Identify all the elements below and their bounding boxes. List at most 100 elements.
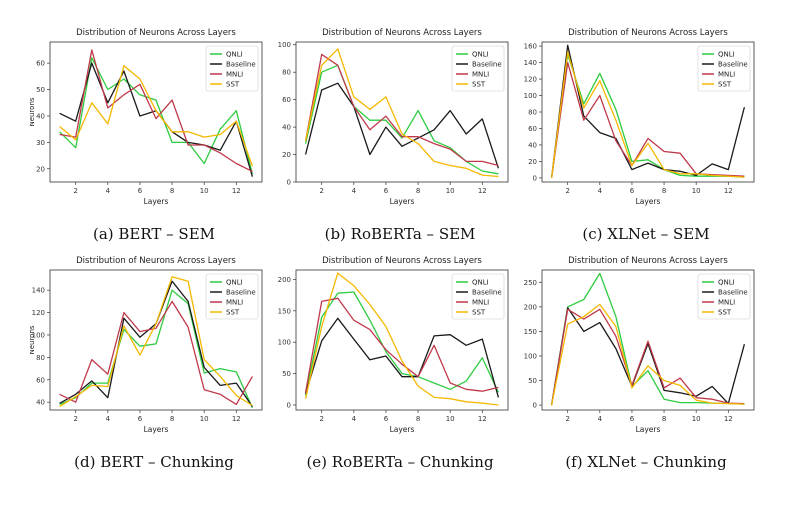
series-line-qnli [59, 289, 253, 409]
y-tick-label: 250 [524, 279, 537, 287]
x-tick-label: 12 [478, 415, 487, 423]
y-tick-label: 150 [278, 307, 291, 315]
y-tick-label: 50 [36, 86, 45, 94]
series-line-sst [59, 65, 254, 167]
y-tick-label: 200 [524, 303, 537, 311]
legend-label: MNLI [718, 71, 735, 79]
y-tick-label: 20 [528, 158, 537, 166]
y-tick-label: 0 [287, 179, 291, 187]
legend-label: Baseline [472, 289, 502, 297]
chart-title: Distribution of Neurons Across Layers [568, 28, 728, 38]
legend-label: QNLI [226, 279, 243, 287]
y-tick-label: 100 [524, 352, 537, 360]
y-tick-label: 100 [524, 92, 537, 100]
x-tick-label: 6 [630, 415, 635, 423]
legend-label: Baseline [718, 61, 748, 69]
x-tick-label: 8 [170, 187, 174, 195]
panel-xlnet-sem: Distribution of Neurons Across Layers 2 4 6… [522, 20, 770, 260]
plot-frame [49, 269, 263, 411]
x-tick-label: 6 [138, 187, 143, 195]
y-tick-label: 80 [282, 69, 291, 77]
x-tick-label: 12 [724, 415, 733, 423]
y-tick-label: 150 [524, 328, 537, 336]
x-tick-label: 12 [724, 187, 733, 195]
x-tick-label: 2 [565, 415, 569, 423]
y-tick-label: 140 [524, 59, 537, 67]
series-line-mnli [304, 297, 499, 393]
legend-label: MNLI [226, 299, 243, 307]
legend-box [205, 45, 259, 92]
legend-label: SST [718, 309, 732, 317]
x-tick-label: 10 [692, 187, 701, 195]
plot-frame [541, 269, 755, 411]
x-tick-label: 12 [478, 187, 487, 195]
legend-label: Baseline [472, 61, 502, 69]
legend-label: QNLI [472, 51, 489, 59]
panel-roberta-sem: Distribution of Neurons Across Layers 2 4 6… [276, 20, 524, 260]
legend-label: MNLI [226, 71, 243, 79]
series-line-mnli [59, 49, 253, 172]
legend-label: Baseline [226, 289, 256, 297]
chart-roberta-sem: Distribution of Neurons Across Layers 2 4 6… [278, 28, 509, 206]
x-tick-label: 6 [384, 187, 389, 195]
legend-box [451, 45, 505, 92]
y-tick-label: 120 [524, 76, 537, 84]
chart-title: Distribution of Neurons Across Layers [322, 28, 482, 38]
panel-bert-chunking: Distribution of Neurons Across Layers 2 4 6… [30, 248, 278, 488]
series-line-sst [304, 272, 499, 406]
y-tick-label: 60 [36, 60, 45, 68]
y-tick-label: 30 [36, 139, 45, 147]
legend-box [697, 45, 751, 92]
legend-label: QNLI [472, 279, 489, 287]
y-tick-label: 60 [36, 376, 45, 384]
legend-label: QNLI [718, 51, 735, 59]
chart-bert-chunking: Distribution of Neurons Across Layers 2 4 6… [30, 256, 263, 434]
panel-bert-sem: Distribution of Neurons Across Layers 2 4 6… [30, 20, 278, 260]
x-tick-label: 2 [319, 415, 323, 423]
y-tick-label: 40 [528, 141, 537, 149]
y-tick-label: 0 [287, 401, 291, 409]
y-tick-label: 100 [278, 339, 291, 347]
x-tick-label: 12 [232, 187, 241, 195]
y-axis-label: Neurons [30, 325, 36, 354]
series-line-qnli [550, 53, 745, 178]
caption-xlnet-sem: (c) XLNet – SEM [582, 225, 710, 243]
series-line-baseline [550, 307, 746, 406]
legend-label: MNLI [472, 299, 489, 307]
legend-label: SST [226, 309, 240, 317]
x-tick-label: 8 [416, 187, 420, 195]
y-tick-label: 20 [36, 165, 45, 173]
x-axis-label: Layers [144, 425, 169, 434]
y-tick-label: 50 [282, 370, 291, 378]
legend-label: SST [472, 81, 486, 89]
x-tick-label: 4 [352, 187, 357, 195]
legend-box [451, 273, 505, 320]
chart-bert-sem: Distribution of Neurons Across Layers 2 4 6… [30, 28, 263, 206]
x-axis-label: Layers [636, 197, 661, 206]
chart-title: Distribution of Neurons Across Layers [76, 28, 236, 38]
caption-roberta-chunking: (e) RoBERTa – Chunking [306, 453, 494, 471]
y-tick-label: 0 [533, 402, 537, 410]
series-line-mnli [550, 308, 745, 406]
y-tick-label: 40 [282, 124, 291, 132]
caption-xlnet-chunking: (f) XLNet – Chunking [565, 453, 727, 471]
series-line-sst [304, 48, 499, 178]
x-axis-label: Layers [390, 425, 415, 434]
panel-roberta-chunking: Distribution of Neurons Across Layers 2 4 6… [276, 248, 524, 488]
x-tick-label: 10 [446, 187, 455, 195]
chart-xlnet-sem: Distribution of Neurons Across Layers 2 4 6… [524, 28, 755, 206]
series-line-mnli [59, 300, 253, 406]
series-line-qnli [59, 57, 254, 175]
y-tick-label: 80 [528, 109, 537, 117]
chart-title: Distribution of Neurons Across Layers [568, 256, 728, 266]
legend-label: SST [718, 81, 732, 89]
series-line-mnli [304, 53, 499, 167]
legend-label: Baseline [226, 61, 256, 69]
legend-label: MNLI [718, 299, 735, 307]
x-tick-label: 10 [200, 187, 209, 195]
x-tick-label: 10 [692, 415, 701, 423]
chart-roberta-chunking: Distribution of Neurons Across Layers 2 4 6… [278, 256, 509, 434]
chart-title: Distribution of Neurons Across Layers [322, 256, 482, 266]
y-tick-label: 140 [32, 287, 45, 295]
legend-label: SST [226, 81, 240, 89]
